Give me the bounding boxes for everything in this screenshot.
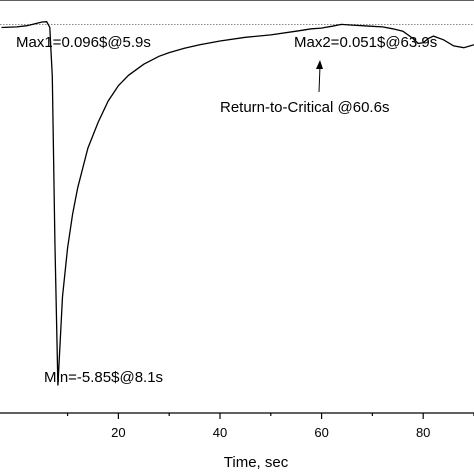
x-tick-label-20: 20 [111, 425, 125, 440]
x-tick-label-80: 80 [416, 425, 430, 440]
x-tick-label-40: 40 [213, 425, 227, 440]
max1-annotation: Max1=0.096$@5.9s [16, 34, 151, 51]
min-annotation: Min=-5.85$@8.1s [44, 369, 163, 386]
return-to-critical-arrowhead [316, 60, 323, 69]
series-line [1, 21, 474, 386]
x-tick-label-60: 60 [314, 425, 328, 440]
max2-annotation: Max2=0.051$@63.9s [294, 34, 437, 51]
x-ticks: 20 40 60 80 [66, 413, 474, 440]
return-to-critical-arrow [318, 65, 321, 93]
x-axis-title: Time, sec [224, 454, 289, 471]
return-to-critical-annotation: Return-to-Critical @60.6s [220, 99, 389, 116]
